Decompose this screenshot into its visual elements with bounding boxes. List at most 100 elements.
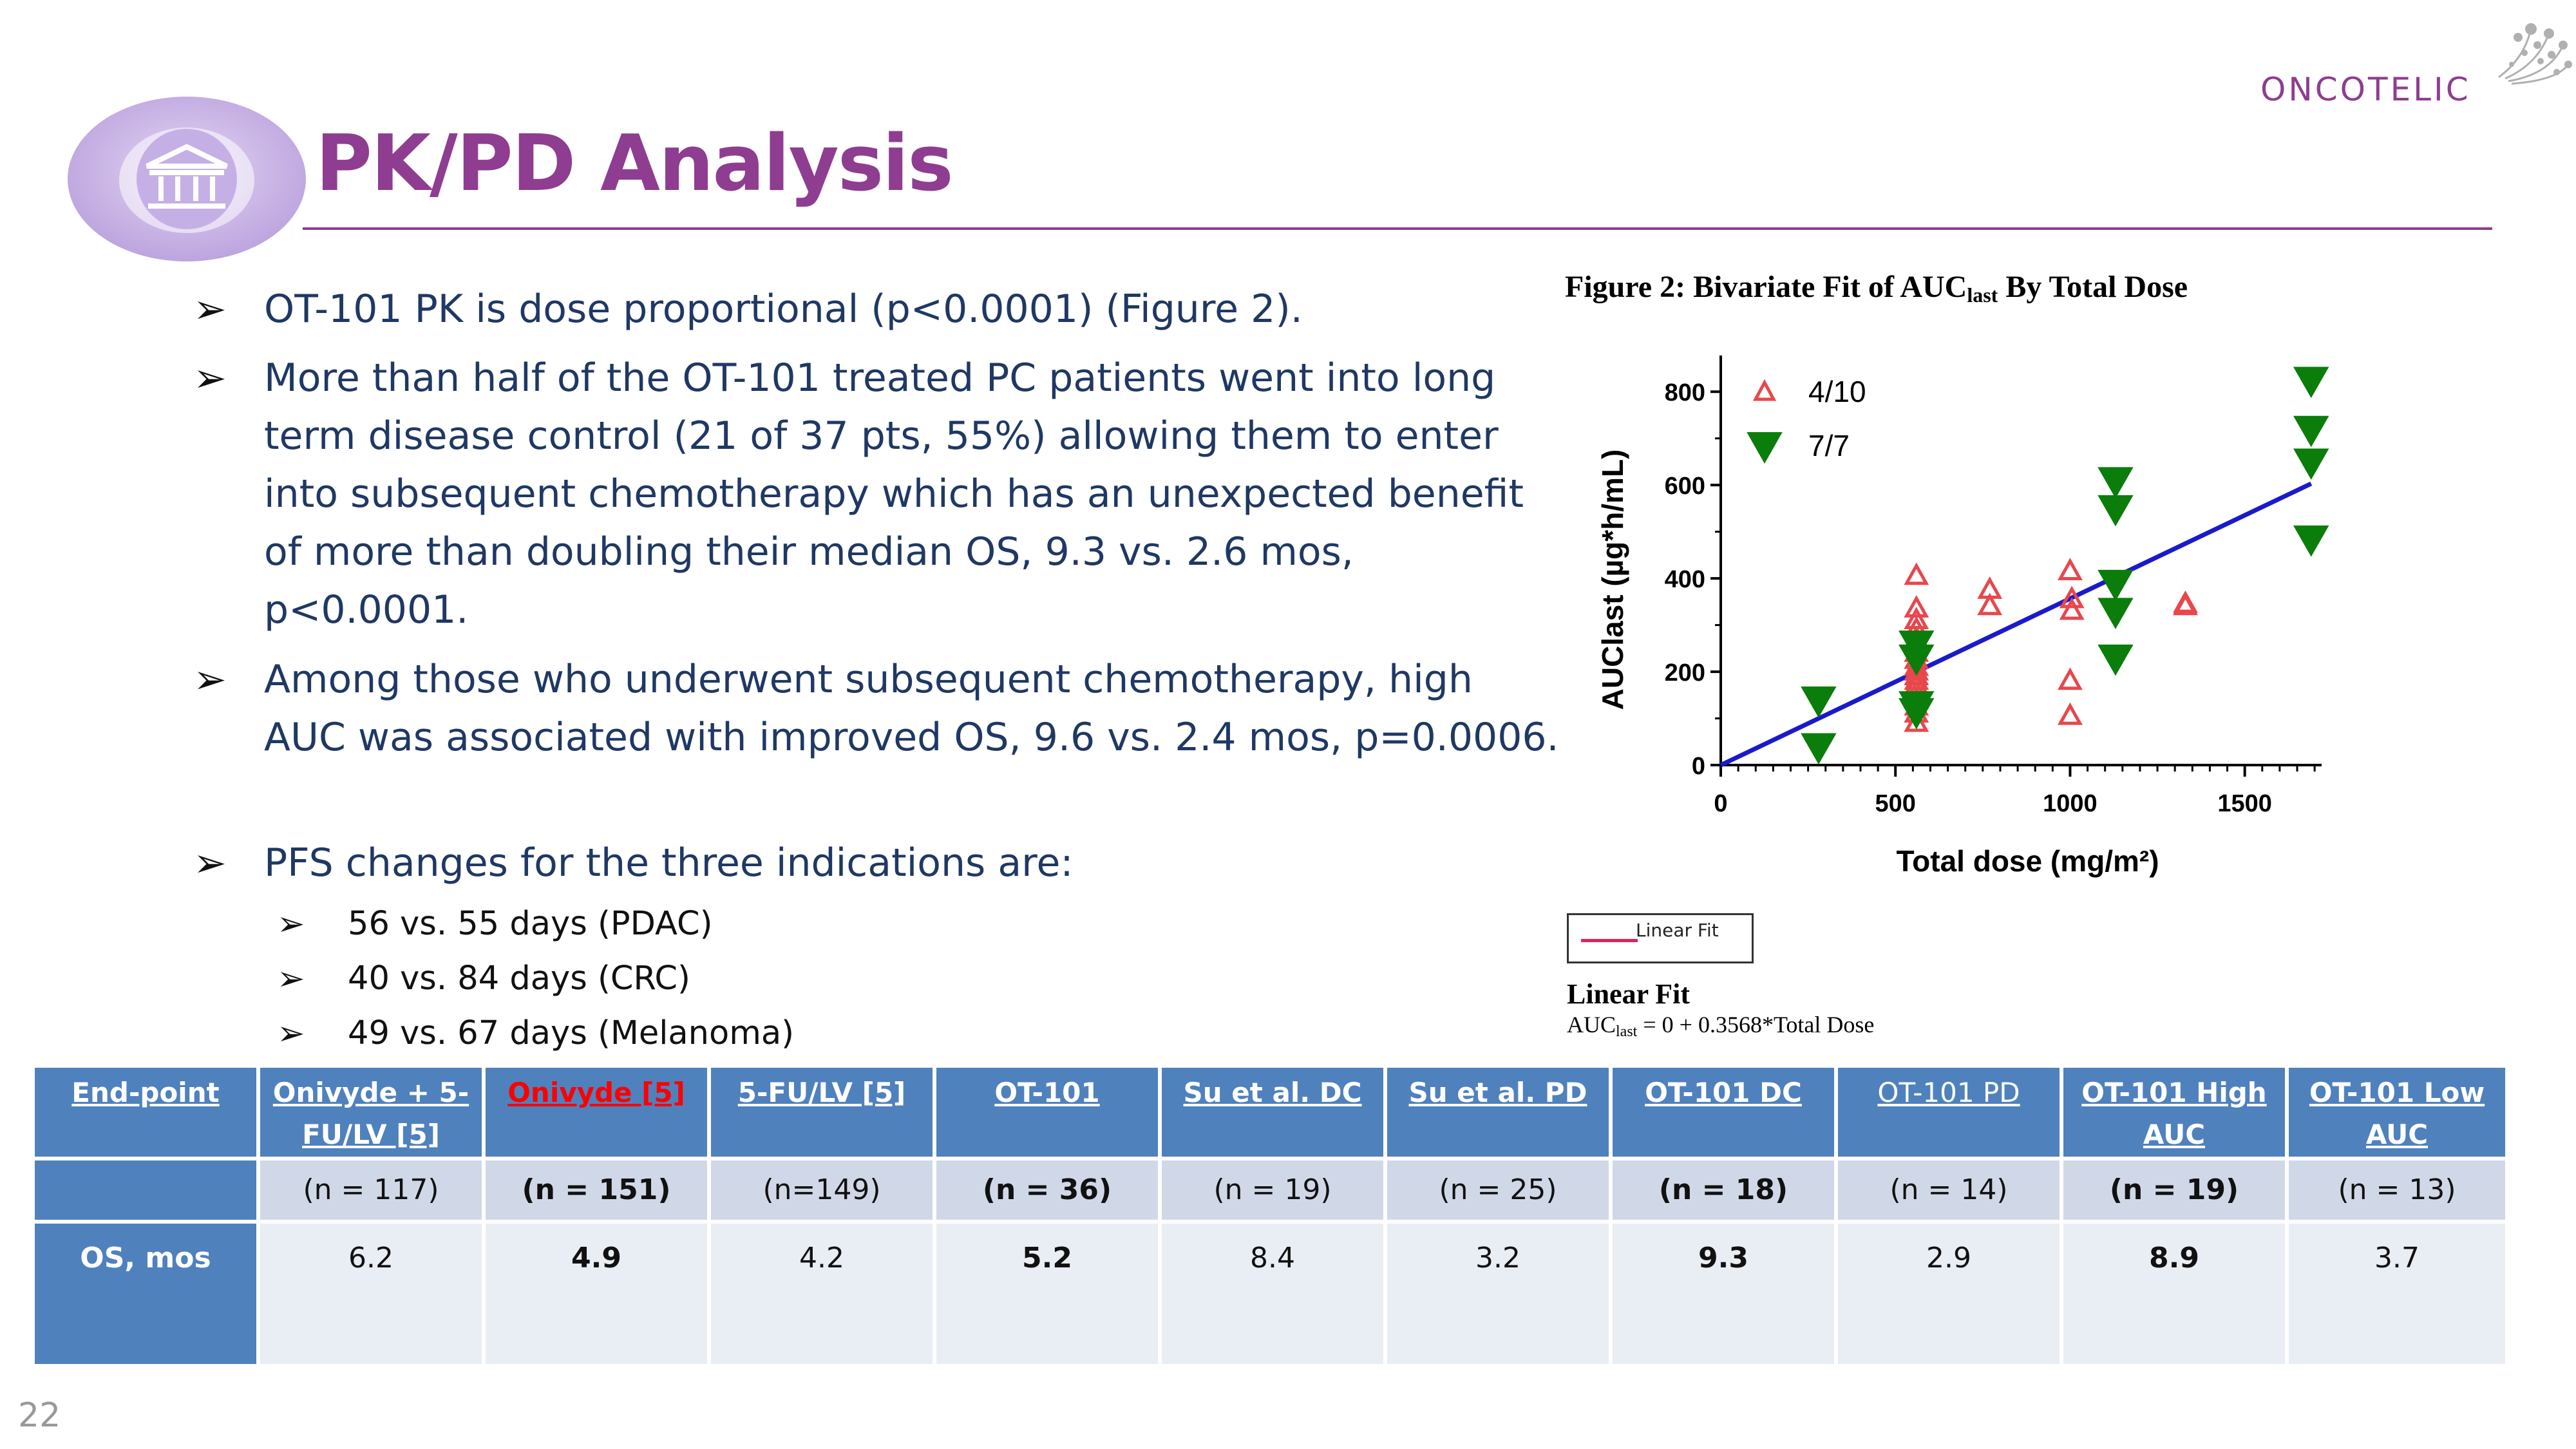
table-header-cell: End-point: [31, 1064, 260, 1160]
table-cell: OS, mos: [31, 1220, 260, 1368]
data-point-7-7: [2098, 495, 2134, 527]
bullet-item: ➢ More than half of the OT-101 treated P…: [193, 349, 1565, 639]
data-point-4-10: [2057, 702, 2083, 725]
data-point-7-7: [1801, 687, 1837, 718]
arrow-bullet-icon: ➢: [193, 285, 227, 332]
linear-fit-title: Linear Fit: [1567, 978, 1690, 1010]
table-row: (n = 117) (n = 151) (n=149) (n = 36) (n …: [31, 1157, 2509, 1224]
data-point-4-10: [1977, 592, 2003, 616]
data-point-7-7: [2293, 526, 2329, 557]
table-header-cell: OT-101 PD: [1834, 1064, 2063, 1160]
table-cell: (n = 36): [933, 1157, 1162, 1224]
y-tick-label: 200: [1665, 659, 1705, 687]
table-cell: 8.4: [1158, 1220, 1387, 1368]
x-tick-label: 0: [1714, 790, 1727, 817]
linear-fit-line: [1719, 481, 2313, 768]
table-header-cell: Su et al. PD: [1383, 1064, 1613, 1160]
bullet-text: PFS changes for the three indications ar…: [264, 840, 1074, 886]
data-point-7-7: [2098, 598, 2134, 629]
table-cell: 6.2: [256, 1220, 486, 1368]
table-header-cell: Onivyde + 5-FU/LV [5]: [256, 1064, 486, 1160]
logo-mark-icon: [2254, 19, 2576, 116]
table-cell: (n = 19): [1158, 1157, 1387, 1224]
table-cell: 4.9: [482, 1220, 711, 1368]
y-tick-label: 400: [1665, 566, 1705, 593]
table-cell: (n = 14): [1834, 1157, 2063, 1224]
table-header-row: End-point Onivyde + 5-FU/LV [5] Onivyde …: [31, 1064, 2509, 1160]
sub-bullet-item: ➢ 49 vs. 67 days (Melanoma): [277, 1011, 794, 1056]
table-header-cell: OT-101: [933, 1064, 1162, 1160]
arrow-bullet-icon: ➢: [277, 960, 305, 998]
page-title: PK/PD Analysis: [316, 119, 954, 209]
table-cell: (n = 19): [2060, 1157, 2289, 1224]
figure-caption-suffix: By Total Dose: [1998, 270, 2188, 304]
table-cell: 3.2: [1383, 1220, 1613, 1368]
fit-eq-text: AUC: [1567, 1012, 1616, 1037]
data-point-4-10: [2059, 585, 2085, 609]
table-header-cell: Onivyde [5]: [482, 1064, 711, 1160]
fit-eq-subscript: last: [1616, 1023, 1638, 1040]
table-cell: (n = 13): [2285, 1157, 2509, 1224]
data-point-7-7: [2098, 569, 2134, 601]
y-tick-label: 800: [1665, 379, 1705, 406]
table-header-cell: OT-101 High AUC: [2060, 1064, 2289, 1160]
arrow-bullet-icon: ➢: [193, 354, 227, 401]
bullet-text: Among those who underwent subsequent che…: [264, 657, 1559, 760]
table-cell: 3.7: [2285, 1220, 2509, 1368]
data-point-7-7: [2293, 366, 2329, 399]
sub-bullet-text: 49 vs. 67 days (Melanoma): [348, 1014, 795, 1052]
data-point-4-10: [1904, 709, 1929, 732]
data-point-7-7: [1899, 698, 1935, 730]
table-cell: [31, 1157, 260, 1224]
table-header-cell: 5-FU/LV [5]: [707, 1064, 936, 1160]
data-point-7-7: [2098, 467, 2134, 498]
title-divider: [303, 227, 2492, 230]
x-tick-label: 500: [1875, 790, 1916, 817]
figure-caption-text: Figure 2: Bivariate Fit of AUC: [1565, 270, 1967, 304]
os-comparison-table: End-point Onivyde + 5-FU/LV [5] Onivyde …: [31, 1064, 2509, 1368]
sub-bullet-text: 56 vs. 55 days (PDAC): [348, 905, 713, 943]
data-point-4-10: [2057, 558, 2083, 580]
y-tick-label: 0: [1692, 753, 1705, 780]
table-cell: 9.3: [1609, 1220, 1838, 1368]
table-row: OS, mos 6.2 4.9 4.2 5.2 8.4 3.2 9.3 2.9 …: [31, 1220, 2509, 1368]
table-cell: (n = 18): [1609, 1157, 1838, 1224]
data-point-7-7: [2293, 448, 2329, 480]
legend-marker-7-7: [1747, 432, 1783, 464]
bullet-item: ➢ OT-101 PK is dose proportional (p<0.00…: [193, 280, 1565, 338]
legend-label: 4/10: [1808, 375, 1866, 408]
bullet-item: ➢ Among those who underwent subsequent c…: [193, 650, 1565, 766]
table-cell: (n = 25): [1383, 1157, 1613, 1224]
table-cell: (n = 151): [482, 1157, 711, 1224]
arrow-bullet-icon: ➢: [193, 656, 227, 703]
arrow-bullet-icon: ➢: [277, 1014, 305, 1053]
scatter-chart: 0 200 400 600 800 0 500 1000 1500 Total dose (mg/…: [1571, 335, 2344, 914]
data-point-7-7: [2098, 644, 2134, 676]
figure-caption: Figure 2: Bivariate Fit of AUClast By To…: [1565, 269, 2188, 307]
data-point-4-10: [1904, 658, 1929, 681]
data-point-4-10: [2059, 597, 2085, 620]
linear-fit-legend-swatch: [1581, 939, 1638, 942]
sub-bullet-text: 40 vs. 84 days (CRC): [348, 960, 690, 998]
x-tick-label: 1500: [2217, 790, 2272, 817]
scatter-chart-svg: 0 200 400 600 800 0 500 1000 1500 Total dose (mg/…: [1596, 355, 2329, 878]
table-cell: (n=149): [707, 1157, 936, 1224]
data-point-7-7: [1801, 733, 1837, 765]
data-point-4-10: [1904, 562, 1929, 585]
table-cell: 8.9: [2060, 1220, 2289, 1368]
arrow-bullet-icon: ➢: [277, 905, 305, 943]
table-header-cell: Su et al. DC: [1158, 1064, 1387, 1160]
table-header-cell: OT-101 Low AUC: [2285, 1064, 2509, 1160]
linear-fit-equation: AUClast = 0 + 0.3568*Total Dose: [1567, 1011, 1874, 1041]
table-cell: 5.2: [933, 1220, 1162, 1368]
x-tick-label: 1000: [2043, 790, 2098, 817]
legend-label: 7/7: [1808, 429, 1850, 462]
bullet-item: ➢ PFS changes for the three indications …: [193, 834, 1565, 892]
fit-eq-suffix: = 0 + 0.3568*Total Dose: [1637, 1012, 1875, 1037]
figure-caption-subscript: last: [1967, 283, 1998, 307]
sub-bullet-item: ➢ 40 vs. 84 days (CRC): [277, 956, 690, 1001]
legend-marker-4-10: [1752, 379, 1777, 401]
y-tick-label: 600: [1665, 473, 1705, 500]
bullet-text: More than half of the OT-101 treated PC …: [264, 355, 1524, 632]
bullet-text: OT-101 PK is dose proportional (p<0.0001…: [264, 287, 1303, 332]
